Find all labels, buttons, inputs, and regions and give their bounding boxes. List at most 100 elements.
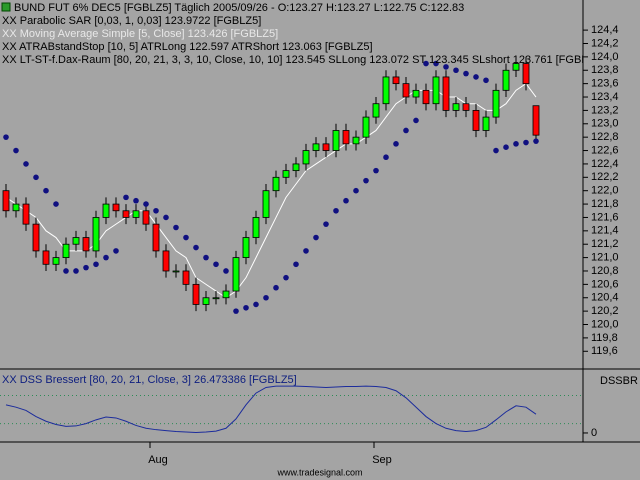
- sar-dot: [263, 294, 269, 301]
- legend-entry: XX Moving Average Simple [5, Close] 123.…: [2, 28, 278, 40]
- candle-body: [102, 203, 110, 218]
- candle-body: [112, 203, 120, 212]
- y-tick-label: 122,6: [591, 144, 619, 156]
- x-tick-label: Aug: [148, 454, 168, 466]
- candle-body: [392, 76, 400, 85]
- candle-body: [202, 297, 210, 305]
- candle-body: [2, 190, 10, 212]
- candle-body: [322, 143, 330, 151]
- sar-dot: [173, 224, 179, 231]
- sar-dot: [463, 70, 469, 77]
- sar-dot: [303, 248, 309, 254]
- candle-body: [422, 89, 430, 105]
- y-tick-label: 119,8: [591, 332, 618, 344]
- y-tick-label: 0: [591, 427, 597, 439]
- sar-dot: [83, 264, 89, 271]
- candle-body: [122, 210, 130, 218]
- candle-body: [442, 76, 450, 111]
- sar-dot: [363, 177, 369, 184]
- y-tick-label: 122,0: [591, 185, 619, 197]
- sar-dot: [493, 147, 499, 154]
- y-tick-label: 120,2: [591, 305, 619, 317]
- sar-dot: [153, 207, 159, 214]
- sar-dot: [393, 141, 399, 147]
- sar-dot: [253, 301, 259, 308]
- annotation: XX LT-ST-f.Dax-Raum [80, 20, 21, 3, 3, 1…: [2, 54, 603, 66]
- sar-dot: [313, 234, 319, 241]
- sar-dot: [533, 138, 539, 144]
- sar-dot: [523, 139, 529, 146]
- sar-dot: [13, 147, 19, 154]
- sar-dot: [113, 248, 119, 254]
- candle-body: [152, 223, 160, 252]
- candle-body: [232, 257, 240, 292]
- sar-dot: [233, 308, 239, 314]
- candle-body: [302, 150, 310, 165]
- candle-body: [362, 116, 370, 138]
- candle-body: [472, 110, 480, 131]
- y-tick-label: 120,0: [591, 318, 619, 330]
- candle-body: [52, 257, 60, 265]
- candle-body: [452, 103, 460, 111]
- sar-dot: [343, 197, 349, 204]
- candle-body: [62, 243, 70, 259]
- candle-body: [142, 210, 150, 225]
- candle-body: [502, 69, 510, 91]
- candle-body: [372, 103, 380, 118]
- y-tick-label: 124,0: [591, 51, 619, 63]
- y-tick-label: 119,6: [591, 345, 618, 357]
- candle-body: [432, 76, 440, 105]
- y-tick-label: 120,4: [591, 292, 619, 304]
- sar-dot: [123, 194, 129, 201]
- sar-dot: [43, 187, 49, 194]
- legend-entry: XX Parabolic SAR [0,03, 1, 0,03] 123.972…: [2, 15, 261, 27]
- plot-area: [0, 56, 583, 433]
- sar-dot: [403, 127, 409, 134]
- symbol-icon: [1, 2, 11, 12]
- candle-body: [532, 105, 540, 136]
- y-tick-label: 123,2: [591, 104, 619, 116]
- y-tick-label: 120,8: [591, 265, 619, 277]
- sar-dot: [203, 254, 209, 261]
- sar-dot: [3, 134, 9, 140]
- y-tick-label: 124,2: [591, 37, 619, 49]
- chart-title: BUND FUT 6% DEC5 [FGBLZ5] Täglich 2005/0…: [14, 2, 464, 14]
- sar-dot: [273, 284, 279, 291]
- candle-body: [12, 203, 20, 212]
- sar-dot: [443, 64, 449, 70]
- sar-dot: [383, 154, 389, 161]
- candle-body: [252, 217, 260, 238]
- sar-dot: [163, 214, 169, 221]
- candle-body: [482, 116, 490, 131]
- y-tick-label: 121,0: [591, 252, 619, 264]
- sar-dot: [183, 234, 189, 241]
- candle-body: [412, 89, 420, 98]
- sar-dot: [333, 207, 339, 214]
- candle-body: [172, 270, 180, 273]
- candle-body: [492, 89, 500, 118]
- sar-dot: [223, 268, 229, 274]
- sar-dot: [413, 117, 419, 124]
- candle-body: [262, 190, 270, 218]
- sar-dot: [513, 141, 519, 147]
- sar-dot: [323, 221, 329, 227]
- footer: www.tradesignal.com: [276, 467, 362, 477]
- sar-dot: [423, 60, 429, 67]
- candle-body: [192, 283, 200, 305]
- candle-body: [162, 250, 170, 272]
- sar-dot: [63, 268, 69, 274]
- sar-dot: [23, 161, 29, 167]
- candle-body: [212, 297, 220, 300]
- candle-body: [402, 83, 410, 98]
- y-tick-label: 124,4: [591, 24, 619, 36]
- sar-dot: [473, 74, 479, 80]
- y-tick-label: 121,8: [591, 198, 619, 210]
- y-tick-label: 122,8: [591, 131, 619, 143]
- legend: BUND FUT 6% DEC5 [FGBLZ5] Täglich 2005/0…: [1, 2, 603, 386]
- sar-dot: [93, 261, 99, 268]
- candle-body: [382, 76, 390, 105]
- candle-body: [312, 143, 320, 151]
- candle-body: [22, 203, 30, 225]
